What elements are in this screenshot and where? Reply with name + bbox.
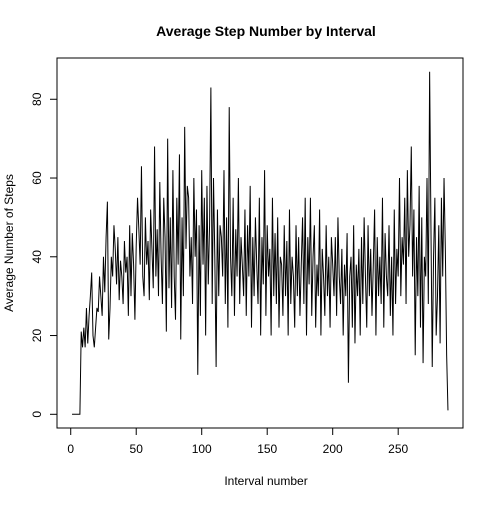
x-tick-label: 100 [192,442,212,456]
plot-box [56,57,464,429]
x-tick-label: 150 [257,442,277,456]
y-tick-label: 20 [30,329,44,343]
y-tick-label: 40 [30,250,44,264]
data-line [72,71,449,415]
y-tick-label: 60 [30,171,44,185]
x-tick-label: 0 [67,442,74,456]
y-tick-label: 0 [30,411,44,418]
x-tick-label: 250 [388,442,408,456]
y-axis-label: Average Number of Steps [2,174,16,312]
x-tick-label: 200 [323,442,343,456]
x-axis-label: Interval number [224,474,307,488]
chart-title: Average Step Number by Interval [156,23,376,39]
x-tick-label: 50 [130,442,144,456]
y-tick-label: 80 [30,92,44,106]
